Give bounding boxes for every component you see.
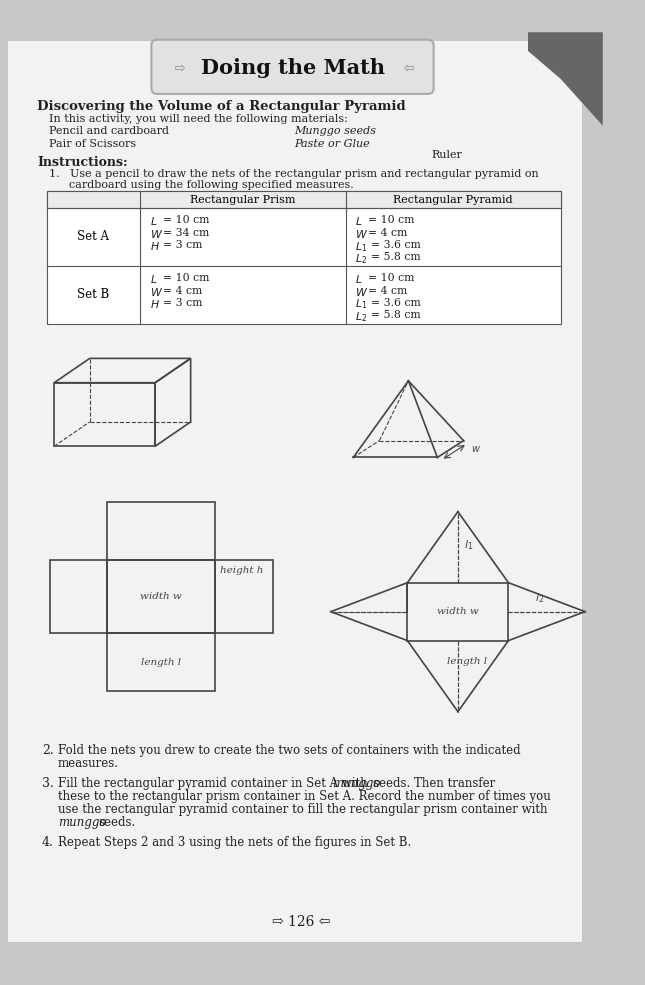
Text: height h: height h	[219, 565, 263, 575]
Text: Rectangular Prism: Rectangular Prism	[190, 194, 295, 205]
Text: munggo: munggo	[58, 817, 106, 829]
Text: Set A: Set A	[77, 230, 110, 243]
Text: Fold the nets you drew to create the two sets of containers with the indicated: Fold the nets you drew to create the two…	[58, 745, 521, 757]
Text: width w: width w	[437, 607, 479, 617]
Bar	[108, 560, 215, 633]
Text: In this activity, you will need the following materials:: In this activity, you will need the foll…	[48, 114, 348, 124]
Text: = 3 cm: = 3 cm	[163, 239, 202, 250]
Text: $L_1$: $L_1$	[355, 297, 367, 311]
Text: Fill the rectangular pyramid container in Set A with: Fill the rectangular pyramid container i…	[58, 777, 372, 790]
Text: $L$: $L$	[355, 216, 362, 228]
Text: Doing the Math: Doing the Math	[201, 58, 384, 78]
Text: $L_2$: $L_2$	[355, 252, 367, 266]
Text: Set B: Set B	[77, 289, 110, 301]
Bar	[408, 583, 508, 640]
Text: = 10 cm: = 10 cm	[163, 216, 209, 226]
Text: Rectangular Pyramid: Rectangular Pyramid	[393, 194, 513, 205]
Text: = 5.8 cm: = 5.8 cm	[371, 252, 421, 262]
Text: = 3 cm: = 3 cm	[163, 297, 202, 307]
Text: Discovering the Volume of a Rectangular Pyramid: Discovering the Volume of a Rectangular …	[37, 99, 406, 112]
Text: 4.: 4.	[42, 836, 54, 849]
Text: Ruler: Ruler	[432, 150, 462, 160]
FancyBboxPatch shape	[152, 39, 433, 94]
Text: = 4 cm: = 4 cm	[368, 228, 408, 237]
Text: w: w	[471, 444, 479, 454]
Text: $L$: $L$	[355, 274, 362, 286]
Text: these to the rectangular prism container in Set A. Record the number of times yo: these to the rectangular prism container…	[58, 790, 551, 803]
Bar	[108, 633, 215, 691]
Bar	[108, 502, 215, 560]
Text: Instructions:: Instructions:	[37, 156, 128, 168]
Bar	[50, 560, 108, 633]
Text: $L_1$: $L_1$	[355, 239, 367, 253]
Text: 1.   Use a pencil to draw the nets of the rectangular prism and rectangular pyra: 1. Use a pencil to draw the nets of the …	[48, 168, 539, 178]
Text: cardboard using the following specified measures.: cardboard using the following specified …	[69, 180, 354, 190]
Bar	[46, 191, 561, 324]
Bar	[46, 191, 561, 208]
Text: width w: width w	[141, 592, 182, 601]
Text: seeds.: seeds.	[98, 817, 135, 829]
Text: $L$: $L$	[150, 216, 157, 228]
Text: Pencil and cardboard: Pencil and cardboard	[48, 126, 168, 136]
Text: = 10 cm: = 10 cm	[368, 274, 415, 284]
Text: = 4 cm: = 4 cm	[368, 286, 408, 296]
Text: Munggo seeds: Munggo seeds	[294, 126, 377, 136]
Text: measures.: measures.	[58, 757, 119, 770]
Text: = 10 cm: = 10 cm	[368, 216, 415, 226]
Text: length l: length l	[447, 657, 488, 667]
Text: use the rectangular pyramid container to fill the rectangular prism container wi: use the rectangular pyramid container to…	[58, 803, 548, 817]
Text: seeds. Then transfer: seeds. Then transfer	[373, 777, 495, 790]
Text: $l_2$: $l_2$	[535, 592, 544, 606]
Text: = 10 cm: = 10 cm	[163, 274, 209, 284]
Polygon shape	[528, 33, 603, 126]
Text: Repeat Steps 2 and 3 using the nets of the figures in Set B.: Repeat Steps 2 and 3 using the nets of t…	[58, 836, 412, 849]
Text: $l_1$: $l_1$	[464, 539, 473, 553]
Text: = 4 cm: = 4 cm	[163, 286, 202, 296]
Text: $L$: $L$	[150, 274, 157, 286]
Text: $W$: $W$	[355, 228, 368, 239]
Text: = 3.6 cm: = 3.6 cm	[371, 297, 421, 307]
Text: $H$: $H$	[150, 297, 159, 309]
Bar	[215, 560, 273, 633]
Text: = 3.6 cm: = 3.6 cm	[371, 239, 421, 250]
Text: = 5.8 cm: = 5.8 cm	[371, 310, 421, 320]
Text: $H$: $H$	[150, 239, 159, 252]
FancyBboxPatch shape	[8, 39, 582, 942]
Text: 2.: 2.	[42, 745, 54, 757]
Text: $W$: $W$	[150, 286, 163, 297]
Text: ⇨ 126 ⇦: ⇨ 126 ⇦	[272, 915, 330, 929]
Text: = 34 cm: = 34 cm	[163, 228, 209, 237]
Text: 3.: 3.	[42, 777, 54, 790]
Text: ⇨: ⇨	[174, 61, 184, 74]
Text: Pair of Scissors: Pair of Scissors	[48, 139, 135, 149]
Text: $W$: $W$	[150, 228, 163, 239]
Text: length l: length l	[141, 658, 181, 667]
Text: Paste or Glue: Paste or Glue	[294, 139, 370, 149]
Text: ⇦: ⇦	[403, 61, 413, 74]
Text: $L_2$: $L_2$	[355, 310, 367, 324]
Text: $W$: $W$	[355, 286, 368, 297]
Text: munggo: munggo	[332, 777, 381, 790]
